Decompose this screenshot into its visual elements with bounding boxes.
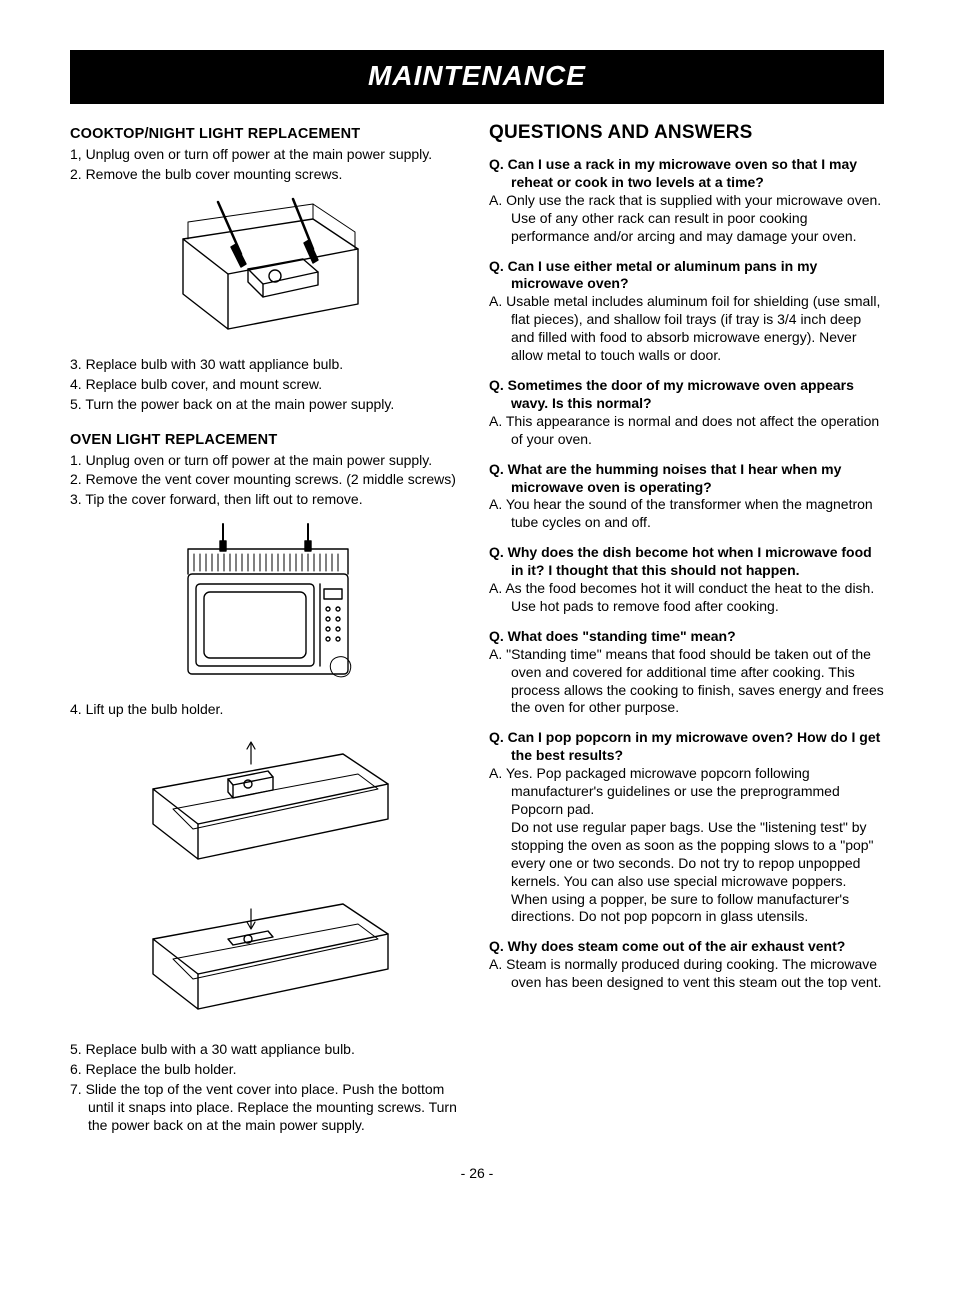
list-item: 6. Replace the bulb holder. xyxy=(70,1061,465,1079)
list-item: 2. Remove the bulb cover mounting screws… xyxy=(70,166,465,184)
qa-question: Q. Why does the dish become hot when I m… xyxy=(489,544,884,580)
qa-item: Q. Can I use either metal or aluminum pa… xyxy=(489,258,884,365)
cooktop-steps-b: 3. Replace bulb with 30 watt appliance b… xyxy=(70,356,465,414)
qa-answer: A. Usable metal includes aluminum foil f… xyxy=(489,293,884,365)
qa-item: Q. Sometimes the door of my microwave ov… xyxy=(489,377,884,449)
cooktop-illustration xyxy=(163,194,373,344)
qa-answer: A. Yes. Pop packaged microwave popcorn f… xyxy=(489,765,884,819)
list-item: 5. Turn the power back on at the main po… xyxy=(70,396,465,414)
qa-question: Q. Can I use a rack in my microwave oven… xyxy=(489,156,884,192)
cooktop-steps-a: 1, Unplug oven or turn off power at the … xyxy=(70,146,465,184)
qa-heading: QUESTIONS AND ANSWERS xyxy=(489,122,884,144)
ovenlight-steps-b: 4. Lift up the bulb holder. xyxy=(70,701,465,719)
list-item: 1, Unplug oven or turn off power at the … xyxy=(70,146,465,164)
page-number: - 26 - xyxy=(70,1165,884,1181)
list-item: 7. Slide the top of the vent cover into … xyxy=(70,1081,465,1135)
qa-item: Q. What are the humming noises that I he… xyxy=(489,461,884,533)
ovenlight-illustration-2 xyxy=(133,729,403,1029)
ovenlight-heading: OVEN LIGHT REPLACEMENT xyxy=(70,432,465,448)
qa-question: Q. What does "standing time" mean? xyxy=(489,628,884,646)
left-column: COOKTOP/NIGHT LIGHT REPLACEMENT 1, Unplu… xyxy=(70,118,465,1145)
qa-answer: A. This appearance is normal and does no… xyxy=(489,413,884,449)
list-item: 5. Replace bulb with a 30 watt appliance… xyxy=(70,1041,465,1059)
qa-item: Q. Why does steam come out of the air ex… xyxy=(489,938,884,992)
ovenlight-illustration-1 xyxy=(168,519,368,689)
columns: COOKTOP/NIGHT LIGHT REPLACEMENT 1, Unplu… xyxy=(70,118,884,1145)
qa-question: Q. Can I pop popcorn in my microwave ove… xyxy=(489,729,884,765)
ovenlight-steps-a: 1. Unplug oven or turn off power at the … xyxy=(70,452,465,510)
right-column: QUESTIONS AND ANSWERS Q. Can I use a rac… xyxy=(489,118,884,1145)
qa-item: Q. What does "standing time" mean? A. "S… xyxy=(489,628,884,718)
qa-question: Q. Why does steam come out of the air ex… xyxy=(489,938,884,956)
qa-item: Q. Can I use a rack in my microwave oven… xyxy=(489,156,884,246)
list-item: 4. Lift up the bulb holder. xyxy=(70,701,465,719)
qa-answer: A. Steam is normally produced during coo… xyxy=(489,956,884,992)
qa-question: Q. Sometimes the door of my microwave ov… xyxy=(489,377,884,413)
list-item: 1. Unplug oven or turn off power at the … xyxy=(70,452,465,470)
qa-answer: A. "Standing time" means that food shoul… xyxy=(489,646,884,718)
list-item: 2. Remove the vent cover mounting screws… xyxy=(70,471,465,489)
list-item: 3. Replace bulb with 30 watt appliance b… xyxy=(70,356,465,374)
qa-question: Q. Can I use either metal or aluminum pa… xyxy=(489,258,884,294)
qa-question: Q. What are the humming noises that I he… xyxy=(489,461,884,497)
qa-answer: A. You hear the sound of the transformer… xyxy=(489,496,884,532)
qa-answer: A. Only use the rack that is supplied wi… xyxy=(489,192,884,246)
page: MAINTENANCE COOKTOP/NIGHT LIGHT REPLACEM… xyxy=(0,0,954,1291)
qa-answer: A. As the food becomes hot it will condu… xyxy=(489,580,884,616)
qa-answer-extra: Do not use regular paper bags. Use the "… xyxy=(489,819,884,926)
ovenlight-steps-c: 5. Replace bulb with a 30 watt appliance… xyxy=(70,1041,465,1135)
qa-item: Q. Why does the dish become hot when I m… xyxy=(489,544,884,616)
list-item: 3. Tip the cover forward, then lift out … xyxy=(70,491,465,509)
list-item: 4. Replace bulb cover, and mount screw. xyxy=(70,376,465,394)
banner-title: MAINTENANCE xyxy=(70,50,884,104)
cooktop-heading: COOKTOP/NIGHT LIGHT REPLACEMENT xyxy=(70,126,465,142)
qa-item: Q. Can I pop popcorn in my microwave ove… xyxy=(489,729,884,926)
